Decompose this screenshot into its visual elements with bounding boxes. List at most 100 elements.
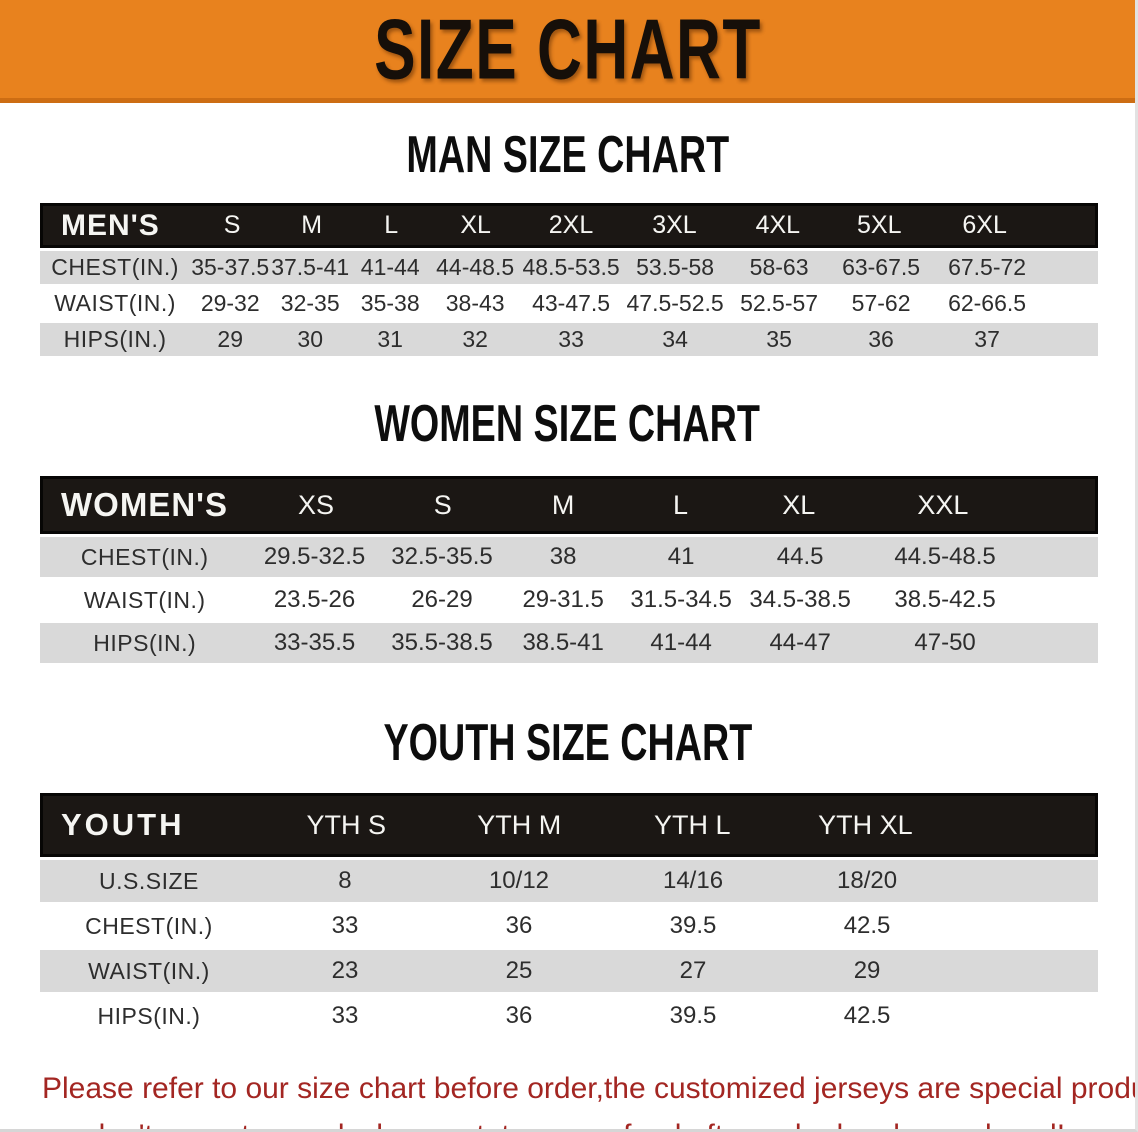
value-cell: 31.5-34.5 [630,586,732,613]
youth-chest-row: CHEST(IN.) 33 36 39.5 42.5 [40,905,1098,947]
youth-header-group-label: YOUTH [61,807,185,842]
women-header-size-s: S [433,489,452,520]
value-cell: 35-37.5 [191,254,270,280]
youth-waist-row: WAIST(IN.) 23 25 27 29 [40,950,1098,992]
row-label: HIPS(IN.) [93,629,197,656]
men-section-heading: MAN SIZE CHART [0,125,1135,183]
men-waist-row: WAIST(IN.) 29-32 32-35 35-38 38-43 43-47… [40,287,1098,320]
youth-ussize-row: U.S.SIZE 8 10/12 14/16 18/20 [40,860,1098,902]
value-cell: 53.5-58 [636,254,715,280]
value-cell: 44-48.5 [436,254,515,280]
men-size-table: MEN'S S M L XL 2XL 3XL 4XL 5XL 6XL CHEST… [40,203,1098,356]
men-header-size-6xl: 6XL [962,211,1007,239]
men-header-size-2xl: 2XL [548,211,594,239]
youth-table-header-row: YOUTH YTH S YTH M YTH L YTH XL [40,793,1098,857]
women-header-size-xl: XL [782,489,816,520]
women-header-size-xxl: XXL [917,489,969,520]
value-cell: 63-67.5 [842,254,921,280]
men-header-group-label: MEN'S [61,208,160,242]
value-cell: 48.5-53.5 [522,254,620,280]
value-cell: 62-66.5 [948,290,1027,316]
row-label: CHEST(IN.) [85,912,213,939]
value-cell: 29 [217,326,244,352]
women-header-group-label: WOMEN'S [61,486,229,523]
value-cell: 33 [558,326,584,352]
youth-section-heading-text: YOUTH SIZE CHART [383,712,752,772]
row-label: CHEST(IN.) [80,543,209,570]
value-cell: 34.5-38.5 [749,586,851,613]
men-header-size-s: S [223,211,241,239]
value-cell: 37 [974,326,1000,352]
women-size-table: WOMEN'S XS S M L XL XXL CHEST(IN.) 29.5-… [40,476,1098,663]
size-chart-banner: SIZE CHART [0,0,1135,103]
women-hips-row: HIPS(IN.) 33-35.5 35.5-38.5 38.5-41 41-4… [40,623,1098,663]
men-header-size-xl: XL [460,211,491,239]
value-cell: 42.5 [843,1002,891,1029]
youth-header-size-xl: YTH XL [818,809,913,840]
value-cell: 38.5-41 [522,629,604,656]
value-cell: 33-35.5 [273,629,356,656]
value-cell: 36 [505,1002,533,1029]
women-chest-row: CHEST(IN.) 29.5-32.5 32.5-35.5 38 41 44.… [40,537,1098,577]
row-label: HIPS(IN.) [97,1002,201,1029]
value-cell: 35-38 [360,290,420,316]
row-label: WAIST(IN.) [88,957,210,984]
value-cell: 29-32 [200,290,260,316]
value-cell: 47-50 [914,629,976,656]
value-cell: 27 [679,957,707,984]
youth-header-size-m: YTH M [477,809,562,840]
value-cell: 43-47.5 [532,290,611,316]
men-header-size-4xl: 4XL [755,211,801,239]
women-header-size-m: M [551,489,575,520]
row-label: WAIST(IN.) [83,586,206,613]
value-cell: 37.5-41 [271,254,350,280]
women-header-size-xs: XS [297,489,334,520]
banner-title: SIZE CHART [373,0,762,97]
disclaimer-line-1: Please refer to our size chart before or… [42,1072,1138,1105]
value-cell: 14/16 [662,867,724,894]
men-header-size-m: M [301,211,323,239]
value-cell: 39.5 [669,912,717,939]
value-cell: 23.5-26 [273,586,356,613]
youth-hips-row: HIPS(IN.) 33 36 39.5 42.5 [40,995,1098,1037]
value-cell: 31 [377,326,403,352]
value-cell: 44.5-48.5 [894,543,996,570]
youth-header-size-l: YTH L [654,809,731,840]
value-cell: 52.5-57 [740,290,819,316]
men-header-size-3xl: 3XL [652,211,697,239]
value-cell: 38-43 [445,290,505,316]
value-cell: 10/12 [488,867,550,894]
men-header-size-l: L [384,211,399,239]
women-waist-row: WAIST(IN.) 23.5-26 26-29 29-31.5 31.5-34… [40,580,1098,620]
value-cell: 29-31.5 [522,586,604,613]
men-hips-row: HIPS(IN.) 29 30 31 32 33 34 35 36 37 [40,323,1098,356]
value-cell: 38.5-42.5 [894,586,996,613]
value-cell: 33 [331,912,359,939]
value-cell: 33 [331,1002,359,1029]
value-cell: 23 [331,957,359,984]
row-label: WAIST(IN.) [54,290,176,316]
value-cell: 32 [462,326,488,352]
value-cell: 35 [766,326,792,352]
men-header-size-5xl: 5XL [857,211,902,239]
women-section-heading-text: WOMEN SIZE CHART [374,393,761,453]
women-header-size-l: L [672,489,688,520]
women-section-heading: WOMEN SIZE CHART [0,393,1135,453]
value-cell: 8 [338,867,352,894]
value-cell: 34 [662,326,688,352]
value-cell: 42.5 [843,912,891,939]
value-cell: 26-29 [411,586,473,613]
men-chest-row: CHEST(IN.) 35-37.5 37.5-41 41-44 44-48.5… [40,251,1098,284]
value-cell: 57-62 [851,290,911,316]
value-cell: 32.5-35.5 [391,543,493,570]
value-cell: 29 [853,957,881,984]
value-cell: 25 [505,957,533,984]
disclaimer-line-2: we don't accept cancel, change, teturn o… [42,1112,1115,1129]
value-cell: 29.5-32.5 [263,543,366,570]
value-cell: 58-63 [749,254,809,280]
row-label: U.S.SIZE [99,867,199,894]
youth-section-heading: YOUTH SIZE CHART [0,712,1135,772]
value-cell: 32-35 [280,290,340,316]
row-label: CHEST(IN.) [51,254,179,280]
